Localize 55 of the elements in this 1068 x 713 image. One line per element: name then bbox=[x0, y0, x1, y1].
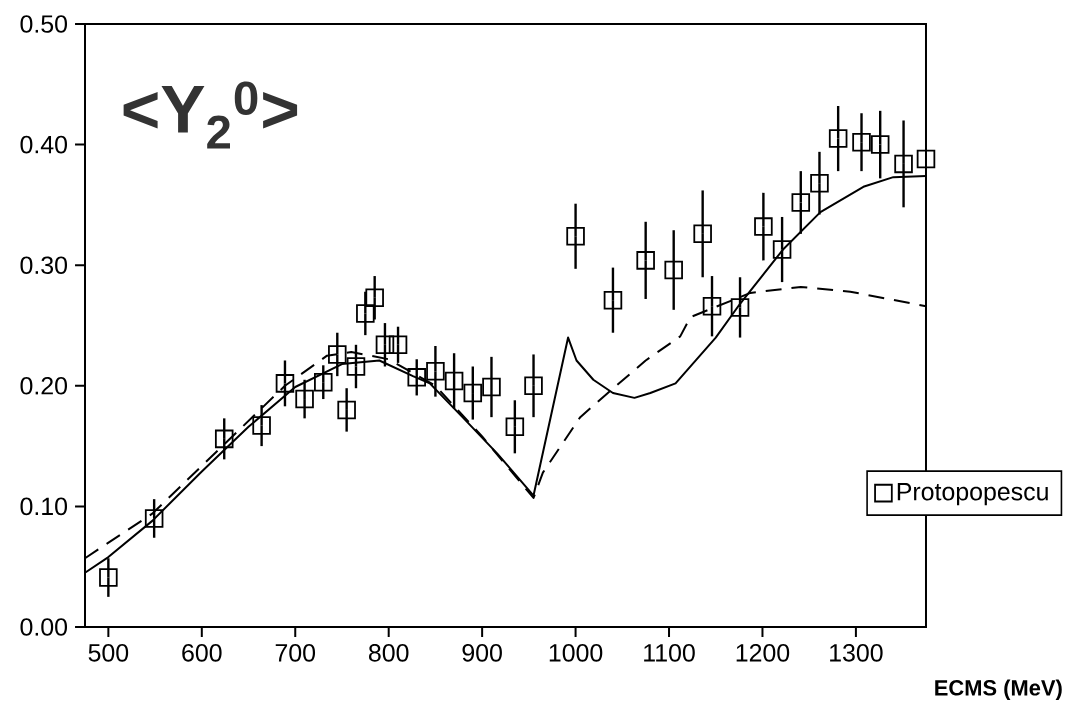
point bbox=[99, 568, 118, 587]
x-tick-label: 1300 bbox=[830, 644, 883, 662]
point bbox=[314, 372, 333, 392]
point bbox=[828, 129, 848, 148]
x-tick-label: 800 bbox=[369, 644, 409, 662]
point bbox=[754, 217, 773, 236]
y-tick-label: 0.10 bbox=[20, 497, 68, 516]
point bbox=[894, 154, 913, 174]
point bbox=[365, 288, 384, 308]
point bbox=[664, 260, 683, 280]
y-tick-label: 0.20 bbox=[20, 377, 68, 395]
x-tick-label: 700 bbox=[275, 644, 316, 662]
point bbox=[852, 132, 871, 152]
point bbox=[636, 251, 655, 270]
legend-label: Protopopescu bbox=[897, 483, 1048, 506]
point bbox=[426, 362, 445, 381]
point bbox=[702, 296, 722, 316]
point bbox=[772, 240, 792, 259]
point bbox=[356, 304, 375, 323]
point bbox=[603, 290, 623, 310]
y-tick-label: 0.50 bbox=[20, 15, 68, 33]
y-tick-label: 0.40 bbox=[20, 135, 68, 154]
x-tick-label: 500 bbox=[88, 644, 129, 662]
x-tick-label: 1200 bbox=[736, 644, 790, 662]
point bbox=[328, 345, 347, 364]
point bbox=[566, 226, 585, 246]
x-axis-title: ECMS (MeV) bbox=[935, 679, 1062, 700]
point bbox=[505, 417, 525, 437]
point bbox=[482, 377, 501, 397]
point bbox=[375, 335, 395, 355]
point bbox=[275, 374, 295, 393]
point bbox=[916, 149, 936, 169]
y-tick-label: 0.30 bbox=[20, 256, 68, 275]
x-tick-label: 900 bbox=[462, 644, 502, 662]
point bbox=[214, 429, 234, 449]
point bbox=[252, 416, 271, 435]
point bbox=[346, 357, 366, 376]
point bbox=[693, 224, 712, 244]
point bbox=[730, 298, 750, 317]
point bbox=[444, 371, 464, 391]
text: <Y$_{2}$$^{0}$> bbox=[123, 81, 298, 149]
point bbox=[407, 368, 426, 387]
point bbox=[791, 193, 811, 212]
point bbox=[870, 135, 890, 154]
x-tick-label: 600 bbox=[182, 644, 222, 662]
x-tick-label: 1100 bbox=[644, 644, 695, 662]
point bbox=[295, 389, 314, 409]
point bbox=[524, 376, 543, 396]
y-tick-label: 0.00 bbox=[20, 618, 68, 636]
point bbox=[337, 400, 356, 420]
point bbox=[810, 173, 829, 193]
point bbox=[144, 509, 164, 528]
x-tick-label: 1000 bbox=[549, 644, 603, 662]
point bbox=[463, 383, 483, 403]
point bbox=[388, 335, 408, 355]
